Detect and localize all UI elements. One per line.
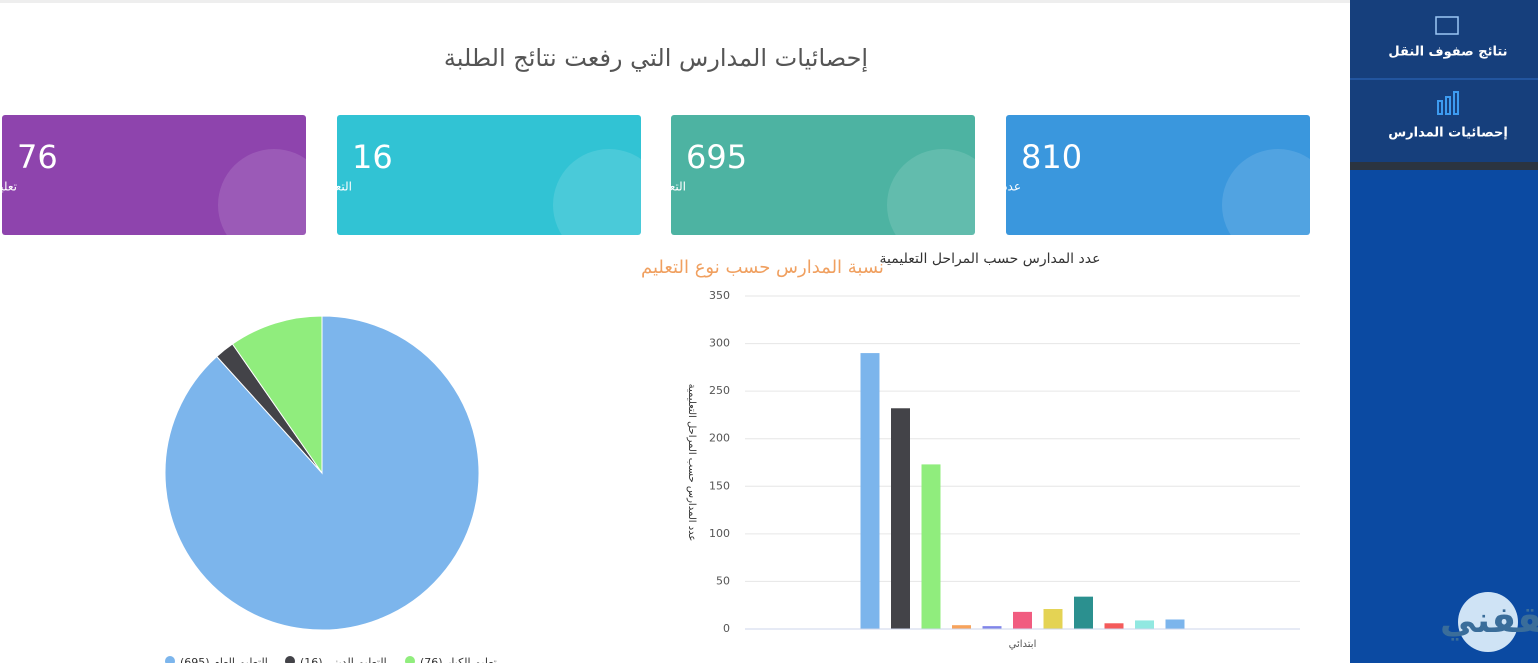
bar	[921, 464, 941, 629]
legend-label: التعليم الديني (16)	[300, 656, 387, 663]
card-icon	[218, 149, 330, 261]
legend-label: تعليم الكبار (76)	[420, 656, 497, 663]
y-tick-label: 150	[709, 479, 730, 492]
card-value: 695	[686, 138, 747, 176]
y-tick-label: 100	[709, 527, 730, 540]
y-tick-label: 300	[709, 337, 730, 350]
card-value: 76	[17, 138, 58, 176]
card-value: 16	[352, 138, 393, 176]
page-title: إحصائيات المدارس التي رفعت نتائج الطلبة	[444, 44, 868, 73]
menu-icon	[1435, 16, 1459, 35]
stat-card	[2, 115, 306, 235]
legend-label: التعليم العام (695)	[180, 656, 268, 663]
chart-title: عدد المدارس حسب المراحل التعليمية	[880, 251, 1101, 267]
chart-title: نسبة المدارس حسب نوع التعليم	[641, 257, 884, 278]
bar	[1135, 620, 1154, 629]
legend-swatch	[285, 656, 295, 663]
y-tick-label: 250	[709, 384, 730, 397]
logo: ثقفني	[1440, 600, 1538, 641]
y-tick-label: 350	[709, 289, 730, 302]
top-shadow	[0, 0, 1350, 3]
y-axis-label: عدد المدارس حسب المراحل التعليمية	[686, 384, 697, 542]
bar	[952, 625, 971, 629]
bar	[891, 408, 910, 629]
x-tick-label: ابتدائي	[1009, 639, 1037, 650]
card-value: 810	[1021, 138, 1082, 176]
bar	[1043, 609, 1063, 629]
bar	[1074, 596, 1093, 629]
legend-swatch	[165, 656, 175, 663]
bar	[982, 626, 1002, 629]
stat-card	[671, 115, 975, 235]
menu-item[interactable]: إحصائيات المدارس	[1388, 126, 1508, 141]
card-icon	[553, 149, 665, 261]
card-icon	[1222, 149, 1334, 261]
menu-icon	[1437, 91, 1459, 115]
y-tick-label: 50	[716, 574, 730, 587]
bar	[1165, 619, 1185, 629]
card-icon	[887, 149, 999, 261]
sidebar-divider	[1350, 162, 1538, 170]
bar	[1104, 623, 1124, 629]
y-tick-label: 200	[709, 432, 730, 445]
logo-icon	[1458, 592, 1518, 652]
card-label: التعليم العام	[626, 180, 686, 194]
stat-card	[337, 115, 641, 235]
bar	[1013, 611, 1032, 629]
bar	[860, 353, 880, 629]
pie-slice	[231, 315, 323, 475]
legend-swatch	[405, 656, 415, 663]
sidebar-menu	[1350, 0, 1538, 162]
stat-card	[1006, 115, 1310, 235]
card-label: تعليم الكبار	[0, 180, 17, 195]
menu-item[interactable]: نتائج صفوف النقل	[1388, 45, 1507, 60]
y-tick-label: 0	[723, 622, 730, 635]
